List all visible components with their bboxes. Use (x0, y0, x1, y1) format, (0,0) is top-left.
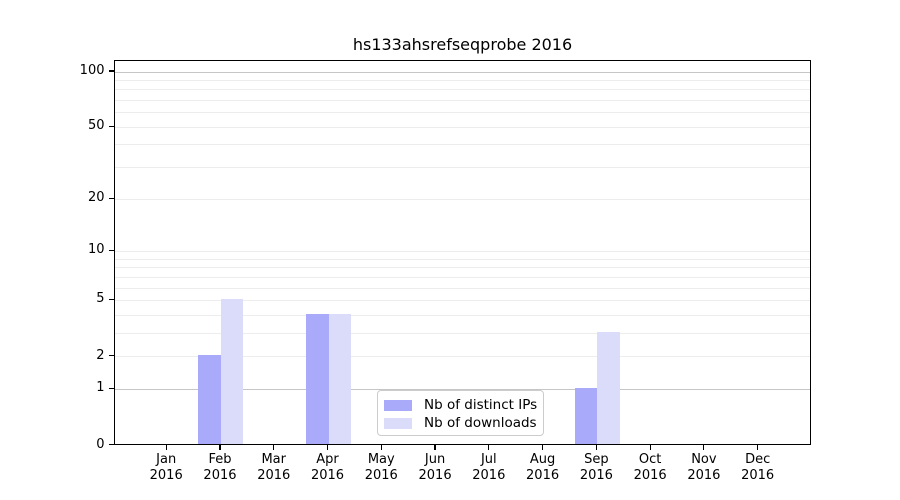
gridline-60 (115, 112, 810, 114)
y-tick-label-20: 20 (87, 190, 105, 206)
gridline-9 (115, 258, 810, 260)
bar-distinct_ips-apr-2016 (306, 313, 329, 444)
gridline-30 (115, 167, 810, 169)
x-tick-jul (488, 444, 490, 450)
x-tick-feb (219, 444, 221, 450)
x-tick-sep (595, 444, 597, 450)
plot-area (114, 60, 811, 445)
month-name: Aug (529, 452, 556, 467)
x-tick-jun (434, 444, 436, 450)
x-tick-dec (757, 444, 759, 450)
bar-downloads-apr-2016 (328, 313, 351, 444)
month-name: Jun (424, 452, 446, 467)
month-name: Jan (156, 452, 177, 467)
y-tick-2 (108, 354, 114, 357)
x-tick-label-mar: Mar 2016 (247, 452, 301, 483)
x-tick-mar (273, 444, 275, 450)
bar-downloads-sep-2016 (597, 331, 620, 444)
gridline-7 (115, 276, 810, 278)
month-name: Sep (584, 452, 609, 467)
month-name: Jul (480, 452, 497, 467)
gridline-4 (115, 314, 810, 316)
y-tick-label-10: 10 (87, 242, 105, 258)
y-tick-label-1: 1 (96, 380, 105, 396)
legend: Nb of distinct IPs Nb of downloads (377, 390, 544, 436)
gridline-2 (115, 356, 810, 358)
x-tick-label-feb: Feb 2016 (193, 452, 247, 483)
month-year: 2016 (203, 467, 237, 483)
bar-distinct_ips-feb-2016 (198, 355, 221, 444)
month-year: 2016 (633, 467, 667, 483)
x-tick-label-apr: Apr 2016 (301, 452, 355, 483)
gridline-6 (115, 287, 810, 289)
x-tick-may (380, 444, 382, 450)
month-name: Dec (745, 452, 771, 467)
y-tick-0 (108, 443, 114, 446)
y-tick-100 (108, 70, 114, 72)
gridline-80 (115, 89, 810, 91)
legend-item-downloads: Nb of downloads (384, 414, 543, 432)
x-tick-label-nov: Nov 2016 (677, 452, 731, 483)
y-tick-label-0: 0 (96, 436, 105, 452)
x-tick-label-aug: Aug 2016 (516, 452, 570, 483)
x-tick-label-jan: Jan 2016 (139, 452, 193, 483)
gridline-3 (115, 332, 810, 334)
gridline-1 (115, 388, 810, 390)
y-tick-label-50: 50 (87, 118, 105, 134)
month-year: 2016 (687, 467, 721, 483)
x-tick-nov (703, 444, 705, 450)
month-year: 2016 (418, 467, 452, 483)
month-year: 2016 (526, 467, 560, 483)
y-tick-5 (108, 298, 114, 301)
y-tick-label-5: 5 (96, 291, 105, 307)
x-tick-label-jun: Jun 2016 (408, 452, 462, 483)
x-tick-jan (165, 444, 167, 450)
month-year: 2016 (310, 467, 345, 483)
x-tick-label-oct: Oct 2016 (623, 452, 677, 483)
month-year: 2016 (257, 467, 291, 483)
x-tick-label-may: May 2016 (354, 452, 408, 483)
y-tick-label-2: 2 (96, 347, 105, 363)
gridline-90 (115, 79, 810, 81)
month-year: 2016 (579, 467, 613, 483)
legend-swatch-distinct-ips (384, 399, 412, 411)
gridline-40 (115, 144, 810, 146)
x-tick-label-dec: Dec 2016 (731, 452, 785, 483)
y-tick-label-100: 100 (79, 63, 105, 78)
month-name: Oct (638, 452, 662, 467)
month-year: 2016 (364, 467, 398, 483)
legend-label-downloads: Nb of downloads (424, 414, 537, 431)
bar-downloads-feb-2016 (220, 299, 244, 444)
x-tick-oct (649, 444, 651, 450)
x-tick-label-jul: Jul 2016 (462, 452, 516, 483)
legend-label-distinct-ips: Nb of distinct IPs (424, 396, 538, 413)
month-name: Mar (261, 452, 286, 467)
x-tick-apr (326, 444, 329, 450)
month-name: Apr (316, 452, 339, 467)
y-tick-20 (108, 197, 114, 199)
gridline-5 (115, 299, 810, 301)
x-tick-label-sep: Sep 2016 (569, 452, 623, 483)
chart-title: hs133ahsrefseqprobe 2016 (352, 35, 573, 54)
gridline-100 (115, 71, 810, 73)
month-name: May (367, 452, 395, 467)
legend-item-distinct-ips: Nb of distinct IPs (384, 396, 543, 414)
gridline-50 (115, 126, 810, 128)
gridline-20 (115, 198, 810, 200)
y-tick-1 (108, 387, 114, 389)
y-tick-10 (108, 249, 114, 252)
legend-swatch-downloads (384, 417, 412, 429)
gridline-70 (115, 100, 810, 102)
month-name: Feb (208, 452, 232, 467)
month-year: 2016 (472, 467, 506, 483)
x-tick-aug (541, 444, 544, 450)
month-name: Nov (691, 452, 717, 467)
y-tick-50 (108, 125, 114, 127)
month-year: 2016 (741, 467, 775, 483)
gridline-10 (115, 250, 810, 252)
gridline-8 (115, 267, 810, 269)
bar-distinct_ips-sep-2016 (574, 387, 598, 444)
month-year: 2016 (149, 467, 183, 483)
